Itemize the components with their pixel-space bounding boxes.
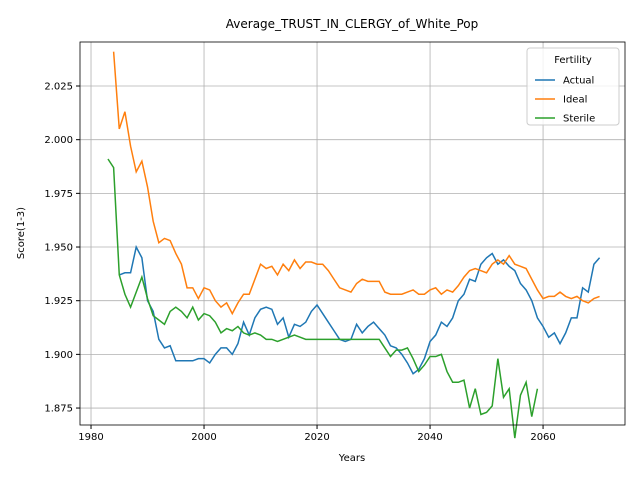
series-line xyxy=(119,244,601,375)
y-tick-label: 2.025 xyxy=(44,82,73,93)
chart-title: Average_TRUST_IN_CLERGY_of_White_Pop xyxy=(226,17,478,31)
y-tick-label: 1.975 xyxy=(44,189,73,200)
legend-title: Fertility xyxy=(554,55,592,66)
y-tick-label: 1.950 xyxy=(44,243,73,254)
x-axis-label: Years xyxy=(338,453,365,464)
x-tick-label: 2000 xyxy=(191,432,216,443)
x-tick-label: 2020 xyxy=(304,432,329,443)
legend: Fertility Actual Ideal Sterile xyxy=(526,47,620,126)
y-axis-label: Score(1-3) xyxy=(16,207,27,259)
y-tick-label: 1.900 xyxy=(44,350,73,361)
plot-frame xyxy=(79,41,626,426)
legend-box xyxy=(526,47,620,126)
legend-label: Actual xyxy=(563,76,594,87)
x-tick-label: 2040 xyxy=(417,432,442,443)
legend-label: Ideal xyxy=(563,95,587,106)
legend-label: Sterile xyxy=(563,114,595,125)
series-line xyxy=(107,158,539,439)
y-tick-label: 1.875 xyxy=(44,404,73,415)
x-tick-label: 2060 xyxy=(530,432,555,443)
x-tick-label: 1980 xyxy=(78,432,103,443)
y-tick-label: 2.000 xyxy=(44,135,73,146)
y-tick-label: 1.925 xyxy=(44,296,73,307)
series-line xyxy=(112,51,600,316)
